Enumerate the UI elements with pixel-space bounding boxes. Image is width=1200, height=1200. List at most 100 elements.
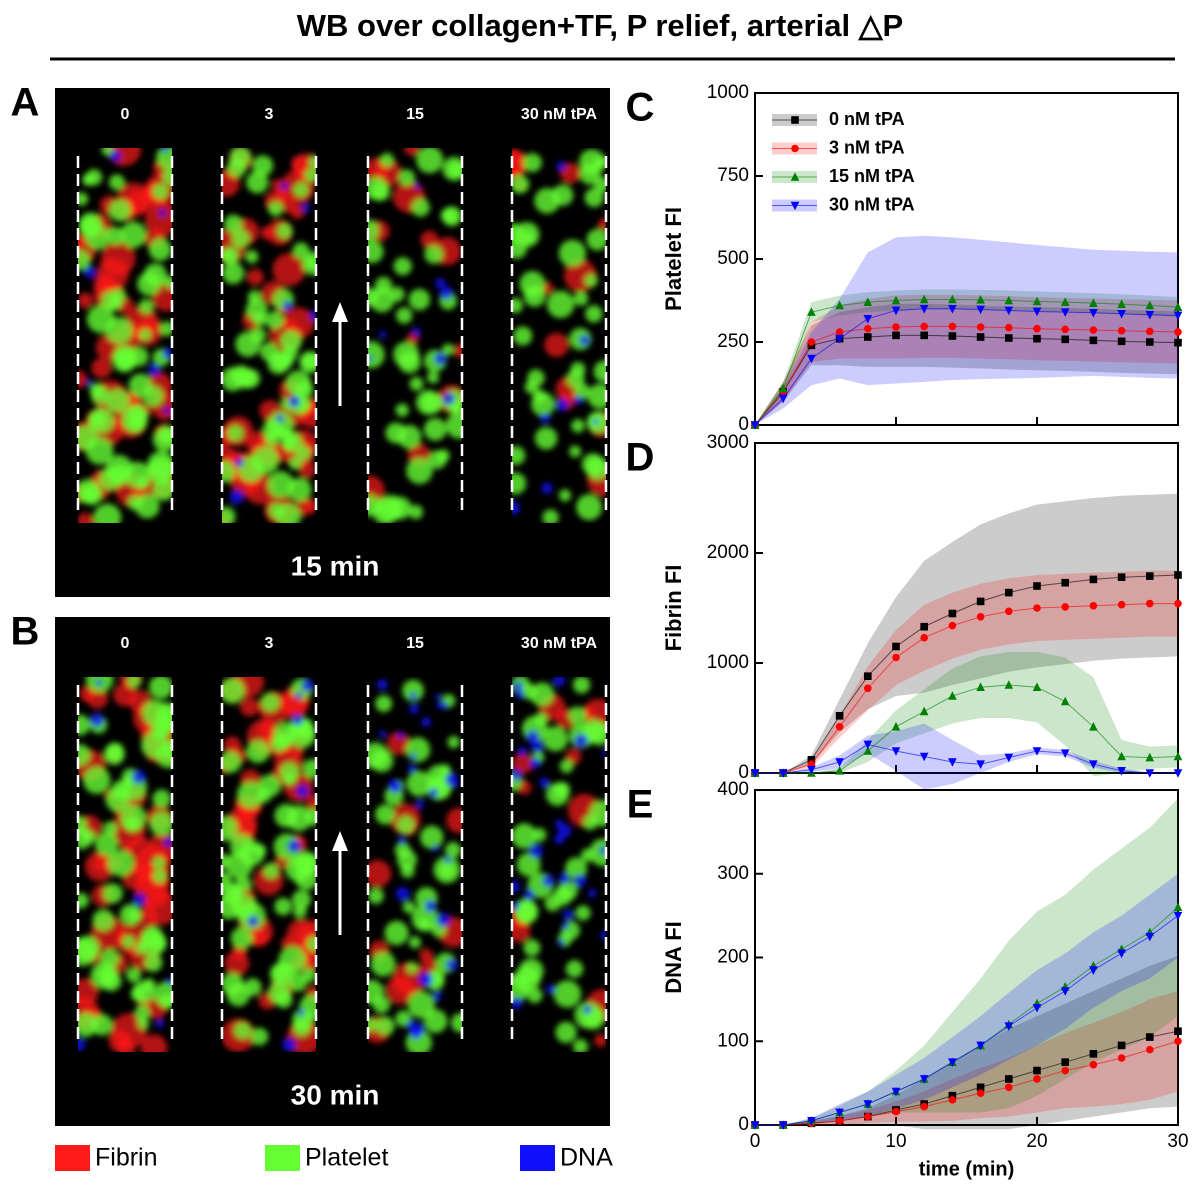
signal-blob [375, 804, 396, 825]
x-tick-label: 20 [1026, 1131, 1047, 1152]
panel-letter: D [626, 436, 655, 480]
signal-blob [111, 288, 127, 304]
signal-blob [534, 712, 548, 726]
signal-blob [130, 986, 146, 1001]
signal-blob [265, 311, 284, 330]
signal-blob [86, 687, 109, 709]
data-marker [1174, 328, 1182, 336]
signal-blob [393, 257, 412, 276]
error-band [755, 235, 1178, 425]
data-marker [835, 766, 844, 775]
error-band [755, 289, 1178, 425]
signal-blob [93, 503, 122, 523]
signal-blob [287, 477, 312, 502]
signal-blob [581, 718, 606, 743]
x-tick-label: 10 [885, 1131, 906, 1152]
signal-blob [570, 361, 586, 377]
signal-blob [568, 706, 587, 725]
data-marker [807, 338, 816, 346]
signal-blob [135, 493, 160, 519]
signal-blob [126, 967, 142, 983]
legend-label: 30 nM tPA [829, 194, 915, 214]
signal-blob [542, 726, 569, 752]
data-marker [807, 1117, 816, 1126]
signal-blob [565, 857, 588, 880]
signal-blob [254, 844, 267, 857]
signal-blob [557, 824, 572, 838]
signal-blob [377, 679, 388, 690]
signal-blob [558, 489, 572, 502]
data-marker [948, 294, 957, 304]
legend-label: 0 nM tPA [829, 109, 905, 129]
data-marker [892, 323, 900, 331]
signal-blob [78, 744, 91, 767]
signal-blob [275, 503, 302, 523]
signal-blob [247, 915, 259, 927]
data-marker [976, 295, 985, 304]
signal-blob [514, 221, 540, 248]
signal-blob [510, 174, 530, 194]
signal-blob [439, 863, 454, 878]
signal-blob [279, 761, 300, 783]
signal-blob [527, 369, 545, 387]
signal-blob [108, 1029, 131, 1052]
data-marker [835, 328, 844, 336]
signal-blob [134, 1004, 151, 1021]
signal-blob [92, 909, 115, 932]
signal-blob [546, 984, 556, 994]
signal-blob [222, 261, 245, 285]
data-marker [1033, 1075, 1041, 1083]
data-marker [1005, 1075, 1013, 1083]
data-marker [976, 1089, 985, 1097]
signal-blob [384, 920, 409, 946]
data-marker [1033, 1066, 1041, 1075]
data-marker [919, 706, 929, 716]
signal-blob [275, 188, 289, 202]
data-marker [1089, 760, 1098, 769]
signal-blob [569, 445, 582, 458]
signal-blob [88, 410, 106, 428]
data-marker [1117, 299, 1126, 308]
signal-blob [291, 155, 309, 173]
signal-blob [584, 188, 604, 208]
signal-blob [556, 161, 566, 172]
signal-blob [554, 834, 565, 845]
signal-blob [219, 677, 246, 704]
signal-blob [515, 689, 525, 699]
legend-marker [790, 201, 800, 211]
signal-blob [140, 1034, 168, 1052]
data-marker [919, 752, 929, 762]
data-marker [1174, 1037, 1182, 1046]
signal-blob [231, 229, 251, 249]
signal-blob [364, 860, 392, 888]
series-line [754, 299, 1179, 426]
signal-blob [221, 246, 240, 266]
data-marker [1004, 306, 1014, 316]
data-marker [891, 295, 901, 305]
data-marker [1173, 902, 1183, 912]
signal-blob [513, 326, 533, 346]
signal-blob [602, 749, 606, 757]
signal-blob [105, 787, 130, 812]
signal-blob [396, 815, 416, 835]
data-marker [1173, 751, 1183, 761]
signal-blob [152, 477, 176, 501]
signal-blob [274, 803, 299, 828]
data-marker [1173, 302, 1183, 311]
signal-blob [449, 400, 464, 415]
signal-blob [124, 816, 140, 833]
signal-blob [424, 900, 437, 913]
signal-blob [526, 730, 540, 744]
data-marker [835, 712, 844, 720]
plot-frame [754, 442, 1179, 774]
data-marker [807, 307, 816, 316]
error-band [755, 723, 1178, 790]
signal-blob [378, 330, 387, 339]
signal-blob [534, 426, 558, 450]
signal-blob [108, 198, 132, 222]
signal-blob [219, 750, 242, 773]
signal-blob [428, 969, 445, 986]
signal-blob [558, 239, 586, 267]
data-marker [1117, 751, 1126, 761]
signal-blob [409, 753, 417, 761]
